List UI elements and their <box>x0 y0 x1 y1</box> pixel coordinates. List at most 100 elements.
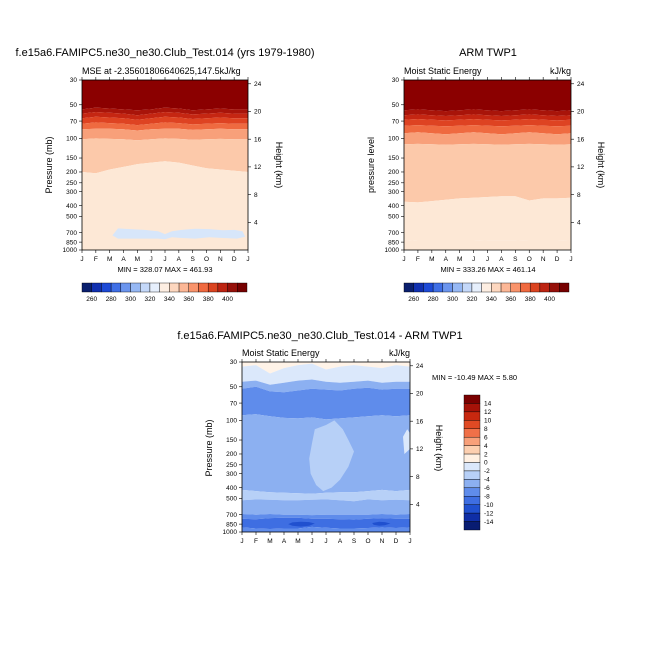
contour-band-5 <box>82 128 248 141</box>
difference-y-axis-label: Pressure (mb) <box>204 419 214 476</box>
y-tick-label: 500 <box>66 214 77 221</box>
y-tick-label: 150 <box>388 155 399 162</box>
x-tick-label: J <box>246 256 249 263</box>
colorbar-swatch <box>101 282 112 293</box>
y-tick-label: 100 <box>66 136 77 143</box>
y-tick-label: 1000 <box>385 247 400 254</box>
difference-left-subtitle: Moist Static Energy <box>242 348 320 358</box>
obs-contour-plot: J F M A M J J A S O N D J 30 50 70 100 150 200 250 300 400 500… <box>385 77 585 263</box>
y-tick-label: 50 <box>230 384 238 391</box>
colorbar-tick-label: 300 <box>447 296 458 303</box>
contour-band-0 <box>82 80 248 111</box>
contour-band-8 <box>242 517 410 529</box>
colorbar-swatch <box>463 445 481 455</box>
obs-right-subtitle: kJ/kg <box>550 66 571 76</box>
colorbar-tick-label: 280 <box>106 296 117 303</box>
colorbar-swatch <box>81 282 92 293</box>
contour-fill-group <box>242 362 410 532</box>
colorbar-swatch <box>169 282 180 293</box>
colorbar-swatch <box>500 282 511 293</box>
y-right-tick-label: 12 <box>577 164 585 171</box>
contour-band-4 <box>82 122 248 131</box>
contour-band-7 <box>82 161 248 250</box>
colorbar-swatch <box>463 487 481 497</box>
colorbar-tick-label: -2 <box>484 468 490 475</box>
y-right-tick-label: 4 <box>254 219 258 226</box>
contour-band-5 <box>242 489 410 502</box>
colorbar-swatch <box>559 282 570 293</box>
model-contour-plot: J F M A M J J A S O N D J 30 50 70 100 150 200 250 300 400 500… <box>63 77 262 263</box>
colorbar-swatch <box>463 420 481 429</box>
difference-panel-title: f.e15a6.FAMIPC5.ne30_ne30.Club_Test.014 … <box>177 330 462 342</box>
x-tick-label: O <box>204 256 209 263</box>
y-tick-label: 50 <box>392 102 400 109</box>
y-tick-label: 50 <box>70 102 78 109</box>
colorbar-swatch <box>463 512 481 522</box>
colorbar-swatch <box>188 282 199 293</box>
colorbar-swatch <box>463 504 481 514</box>
y-tick-label: 250 <box>226 462 237 469</box>
contour-band-9 <box>242 526 410 532</box>
y-tick-label: 500 <box>388 214 399 221</box>
colorbar-swatch <box>520 282 531 293</box>
x-tick-label: N <box>541 256 546 263</box>
colorbar-swatch <box>198 282 209 293</box>
x-tick-label: J <box>240 538 243 545</box>
colorbar-tick-label: -10 <box>484 502 494 509</box>
colorbar-tick-label: 260 <box>86 296 97 303</box>
colorbar-swatch <box>471 282 482 293</box>
colorbar-swatch <box>403 282 414 293</box>
contour-band-7 <box>404 196 571 241</box>
obs-y-axis-label: pressure level <box>366 137 376 193</box>
y-tick-label: 70 <box>392 118 400 125</box>
y-tick-label: 700 <box>226 512 237 519</box>
x-tick-label: F <box>416 256 420 263</box>
x-tick-label: A <box>282 538 287 545</box>
colorbar-swatch <box>463 453 481 463</box>
y-right-tick-label: 16 <box>254 136 262 143</box>
contour-fill-group <box>404 80 571 250</box>
colorbar-tick-label: -6 <box>484 485 490 492</box>
colorbar-tick-label: 320 <box>467 296 478 303</box>
x-tick-label: J <box>472 256 475 263</box>
colorbar-swatch <box>159 282 170 293</box>
obs-panel-title: ARM TWP1 <box>459 47 517 59</box>
contour-patch-0 <box>112 228 246 240</box>
x-tick-label: M <box>457 256 462 263</box>
y-right-tick-label: 8 <box>254 192 258 199</box>
y-tick-label: 30 <box>230 359 238 366</box>
contour-band-1 <box>82 107 248 116</box>
y-tick-label: 30 <box>392 77 400 84</box>
colorbar-tick-label: 14 <box>484 401 492 408</box>
contour-patch-3 <box>403 429 410 454</box>
colorbar-tick-label: -4 <box>484 477 490 484</box>
y-tick-label: 150 <box>226 437 237 444</box>
colorbar-swatch <box>491 282 502 293</box>
colorbar-swatch <box>539 282 550 293</box>
x-tick-label: J <box>80 256 83 263</box>
y-right-tick-label: 8 <box>577 192 581 199</box>
y-tick-label: 300 <box>226 471 237 478</box>
y-tick-label: 850 <box>66 239 77 246</box>
x-tick-label: M <box>267 538 272 545</box>
contour-band-6 <box>404 143 571 203</box>
y-tick-label: 700 <box>388 230 399 237</box>
colorbar-tick-label: 380 <box>203 296 214 303</box>
colorbar-tick-label: 340 <box>486 296 497 303</box>
colorbar-swatch <box>529 282 541 293</box>
x-tick-label: A <box>177 256 182 263</box>
y-tick-label: 400 <box>226 485 237 492</box>
colorbar-swatch <box>227 282 238 293</box>
y-tick-label: 400 <box>66 203 77 210</box>
x-tick-label: S <box>352 538 357 545</box>
difference-right-subtitle: kJ/kg <box>389 348 410 358</box>
colorbar-tick-label: 340 <box>164 296 175 303</box>
colorbar-swatch <box>463 462 481 472</box>
obs-left-subtitle: Moist Static Energy <box>404 66 482 76</box>
x-tick-label: J <box>163 256 166 263</box>
y-right-tick-label: 20 <box>577 109 585 116</box>
colorbar-tick-label: 400 <box>544 296 555 303</box>
contour-band-0 <box>242 362 410 374</box>
colorbar-swatch <box>442 282 453 293</box>
x-tick-label: D <box>232 256 237 263</box>
